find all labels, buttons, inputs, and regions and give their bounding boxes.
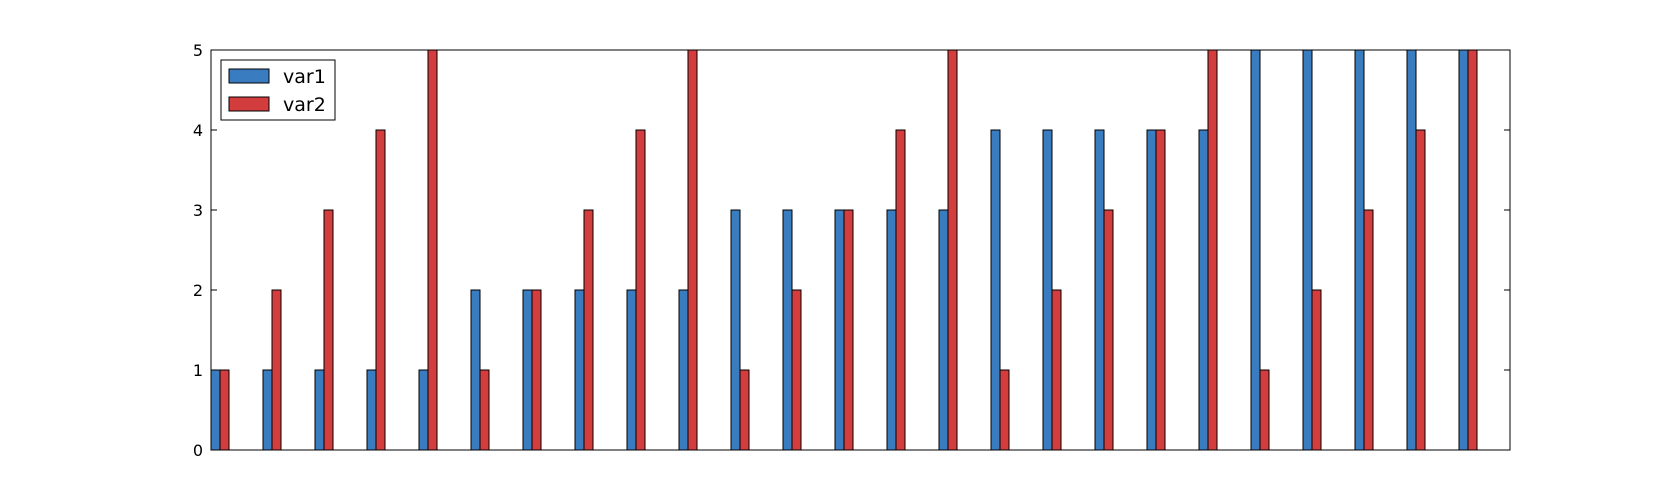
- bar-var1-7: [522, 289, 533, 451]
- bar-var2-6: [479, 369, 490, 451]
- bar-var1-24: [1406, 49, 1417, 451]
- bar-var2-16: [999, 369, 1010, 451]
- y-tick-label: 4: [193, 121, 203, 140]
- y-tick-label: 1: [193, 361, 203, 380]
- bar-var2-2: [271, 289, 282, 451]
- bar-var2-7: [531, 289, 542, 451]
- bar-var2-25: [1467, 49, 1478, 451]
- legend-label-var2: var2: [283, 94, 326, 116]
- bar-var2-19: [1155, 129, 1166, 451]
- bar-var1-5: [418, 369, 429, 451]
- bar-var1-21: [1250, 49, 1261, 451]
- bar-var2-24: [1415, 129, 1426, 451]
- bar-var1-9: [626, 289, 637, 451]
- bar-var1-22: [1302, 49, 1313, 451]
- bar-var1-11: [730, 209, 741, 451]
- y-tick-label: 2: [193, 281, 203, 300]
- bar-var2-22: [1311, 289, 1322, 451]
- bar-var1-2: [262, 369, 273, 451]
- bars-layer: [210, 49, 1478, 451]
- bar-var1-10: [678, 289, 689, 451]
- bar-var1-1: [210, 369, 221, 451]
- bar-var2-21: [1259, 369, 1270, 451]
- bar-var2-3: [323, 209, 334, 451]
- bar-var2-10: [687, 49, 698, 451]
- bar-var2-14: [895, 129, 906, 451]
- legend-swatch-var2: [228, 96, 270, 112]
- bar-var1-19: [1146, 129, 1157, 451]
- y-axis: 0 1 2 3 4 5: [193, 41, 1510, 460]
- bar-var1-17: [1042, 129, 1053, 451]
- plot-frame: [210, 49, 1511, 451]
- bar-var2-1: [219, 369, 230, 451]
- bar-var1-13: [834, 209, 845, 451]
- bar-var2-17: [1051, 289, 1062, 451]
- bar-var2-11: [739, 369, 750, 451]
- bar-var1-16: [990, 129, 1001, 451]
- y-tick-label: 3: [193, 201, 203, 220]
- bar-var2-4: [375, 129, 386, 451]
- bar-var1-20: [1198, 129, 1209, 451]
- bar-var1-15: [938, 209, 949, 451]
- bar-var1-4: [366, 369, 377, 451]
- legend-label-var1: var1: [283, 66, 326, 88]
- bar-var2-20: [1207, 49, 1218, 451]
- bar-var1-23: [1354, 49, 1365, 451]
- legend: var1 var2: [220, 59, 336, 121]
- bar-var1-3: [314, 369, 325, 451]
- bar-var2-15: [947, 49, 958, 451]
- bar-var1-6: [470, 289, 481, 451]
- bar-var1-14: [886, 209, 897, 451]
- bar-var2-8: [583, 209, 594, 451]
- bar-var2-18: [1103, 209, 1114, 451]
- legend-swatch-var1: [228, 68, 270, 84]
- bar-var2-23: [1363, 209, 1374, 451]
- bar-var1-12: [782, 209, 793, 451]
- y-tick-label: 0: [193, 441, 203, 460]
- bar-var1-8: [574, 289, 585, 451]
- bar-var2-9: [635, 129, 646, 451]
- bar-var1-18: [1094, 129, 1105, 451]
- bar-var2-5: [427, 49, 438, 451]
- y-tick-label: 5: [193, 41, 203, 60]
- bar-var1-25: [1458, 49, 1469, 451]
- bar-var2-12: [791, 289, 802, 451]
- bar-var2-13: [843, 209, 854, 451]
